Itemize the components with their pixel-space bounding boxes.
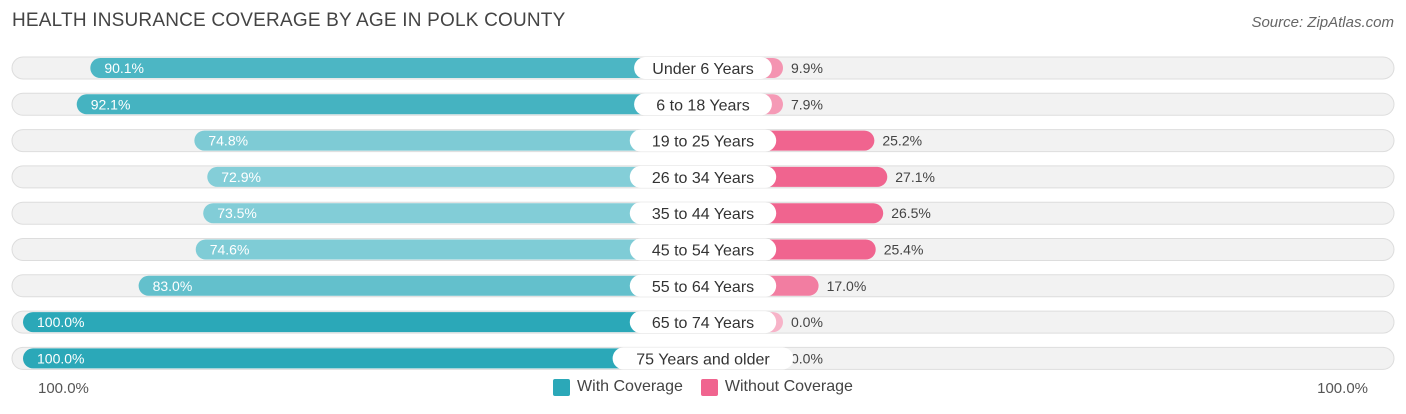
bar-with-coverage [195,239,703,260]
bar-with-coverage [76,94,704,115]
bar-with-coverage [194,130,704,151]
bar-label-with-coverage: 73.5% [217,205,257,221]
bar-label-with-coverage: 74.8% [208,133,248,149]
axis-right-label: 100.0% [1317,380,1368,397]
category-pill [612,347,794,370]
legend-label-with-coverage: With Coverage [577,378,683,395]
bar-label-without-coverage: 27.1% [895,169,935,185]
category-label: Under 6 Years [652,61,753,78]
bar-with-coverage [203,203,703,224]
bar-label-without-coverage: 0.0% [791,314,823,330]
category-pill [629,165,777,188]
legend-label-without-coverage: Without Coverage [724,378,853,395]
bar-label-with-coverage: 83.0% [153,278,193,294]
category-pill [629,311,777,334]
category-pill [634,93,772,116]
bar-label-with-coverage: 74.6% [210,242,250,258]
category-label: 75 Years and older [636,351,770,368]
category-pill [629,129,777,152]
category-label: 6 to 18 Years [656,97,749,114]
legend-item-without-coverage[interactable]: Without Coverage [700,378,853,396]
bar-label-without-coverage: 25.2% [882,133,922,149]
chart-title: HEALTH INSURANCE COVERAGE BY AGE IN POLK… [12,10,566,31]
bar-label-without-coverage: 26.5% [891,205,931,221]
bar-with-coverage [138,275,704,296]
category-pill [629,274,777,297]
bar-label-with-coverage: 100.0% [37,314,84,330]
legend-swatch-without-coverage [700,378,718,396]
bar-label-without-coverage: 7.9% [791,96,823,112]
category-label: 35 to 44 Years [652,206,754,223]
bar-label-without-coverage: 0.0% [791,350,823,366]
bar-with-coverage [23,312,703,333]
bar-with-coverage [90,58,703,78]
legend-swatch-with-coverage [553,378,571,396]
source-label: Source: ZipAtlas.com [1251,14,1394,31]
bar-label-without-coverage: 17.0% [827,278,867,294]
bar-label-with-coverage: 100.0% [37,350,84,366]
legend-item-with-coverage[interactable]: With Coverage [553,378,683,396]
category-label: 65 to 74 Years [652,315,754,332]
category-pill [629,202,777,225]
category-label: 45 to 54 Years [652,243,754,260]
bar-with-coverage [207,166,703,187]
category-label: 19 to 25 Years [652,134,754,151]
bar-with-coverage [23,348,703,369]
bar-label-with-coverage: 90.1% [104,60,144,76]
category-label: 55 to 64 Years [652,279,754,296]
bar-label-with-coverage: 72.9% [221,169,261,185]
category-label: 26 to 34 Years [652,170,754,187]
category-pill [629,238,777,261]
bar-label-with-coverage: 92.1% [91,96,131,112]
legend: With Coverage Without Coverage [0,378,1406,396]
bar-label-without-coverage: 9.9% [791,60,823,76]
bar-label-without-coverage: 25.4% [884,242,924,258]
axis-left-label: 100.0% [38,380,89,397]
category-pill [634,57,772,79]
diverging-bar-chart: 90.1% 9.9% Under 6 Years 92.1% 7.9% 6 to 18 Y… [11,56,1395,370]
